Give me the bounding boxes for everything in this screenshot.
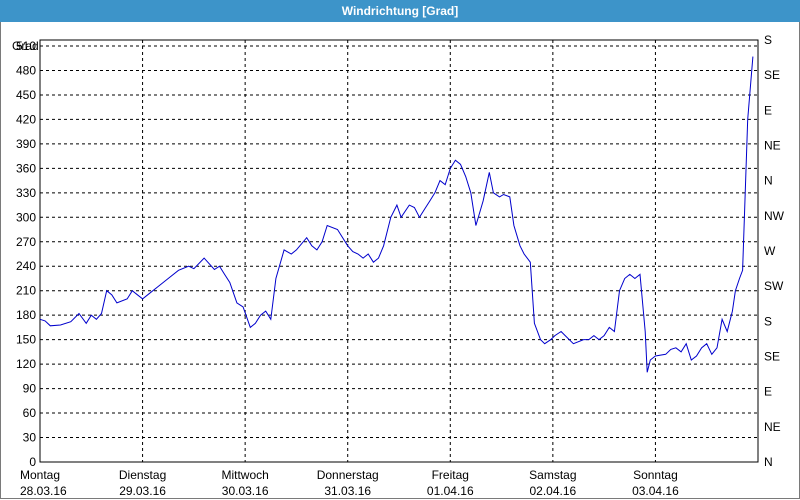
x-tick-day-label: Montag (20, 468, 60, 482)
y-axis-label: Grad (12, 39, 39, 53)
y2-tick-label: NE (764, 139, 781, 153)
y-tick-label: 510 (16, 39, 36, 53)
y-axis-ticks: 0 30 60 90 120 150 180 210 240 270 300 330 360 390 420… (16, 39, 36, 469)
x-tick-day-label: Sonntag (633, 468, 678, 482)
x-tick-day-label: Freitag (432, 468, 469, 482)
y-tick-label: 60 (23, 406, 37, 420)
x-tick-date-label: 30.03.16 (222, 484, 269, 498)
x-tick-date-label: 28.03.16 (20, 484, 67, 498)
y-tick-label: 390 (16, 137, 36, 151)
y-tick-label: 450 (16, 88, 36, 102)
x-tick-date-label: 29.03.16 (119, 484, 166, 498)
y2-tick-label: E (764, 103, 772, 117)
chart-title: Windrichtung [Grad] (0, 0, 800, 22)
wind-direction-series-line (39, 56, 754, 373)
y-tick-label: 300 (16, 210, 36, 224)
plot-area-border (39, 39, 759, 463)
y-tick-label: 0 (29, 455, 36, 469)
x-tick-day-label: Dienstag (119, 468, 166, 482)
y2-tick-label: S (764, 314, 772, 328)
x-tick-date-label: 02.04.16 (529, 484, 576, 498)
y2-tick-label: W (764, 244, 776, 258)
y-tick-label: 90 (23, 382, 37, 396)
y-tick-label: 270 (16, 235, 36, 249)
x-tick-date-label: 31.03.16 (324, 484, 371, 498)
x-axis-ticks: Montag 28.03.16 Dienstag 29.03.16 Mittwoch 30… (20, 468, 679, 498)
y2-tick-label: SE (764, 350, 780, 364)
vertical-grid (142, 40, 656, 462)
y-tick-label: 420 (16, 112, 36, 126)
y-tick-label: 330 (16, 186, 36, 200)
y-tick-label: 180 (16, 308, 36, 322)
y2-tick-label: SE (764, 68, 780, 82)
y2-axis-ticks: N NE E SE S SW W NW N NE E SE S (764, 33, 785, 469)
y2-tick-label: NE (764, 420, 781, 434)
y2-tick-label: S (764, 33, 772, 47)
y-tick-label: 240 (16, 259, 36, 273)
y-tick-label: 120 (16, 357, 36, 371)
y-tick-label: 30 (23, 431, 37, 445)
x-tick-day-label: Mittwoch (221, 468, 268, 482)
x-tick-date-label: 03.04.16 (632, 484, 679, 498)
x-tick-day-label: Donnerstag (317, 468, 379, 482)
y-tick-label: 480 (16, 63, 36, 77)
y2-tick-label: SW (764, 279, 784, 293)
horizontal-grid (40, 45, 758, 439)
y2-tick-label: NW (764, 209, 785, 223)
x-tick-day-label: Samstag (529, 468, 576, 482)
y-tick-label: 360 (16, 161, 36, 175)
y2-tick-label: N (764, 455, 773, 469)
y2-tick-label: N (764, 174, 773, 188)
y-tick-label: 150 (16, 333, 36, 347)
x-tick-date-label: 01.04.16 (427, 484, 474, 498)
y-tick-label: 210 (16, 284, 36, 298)
y2-tick-label: E (764, 385, 772, 399)
